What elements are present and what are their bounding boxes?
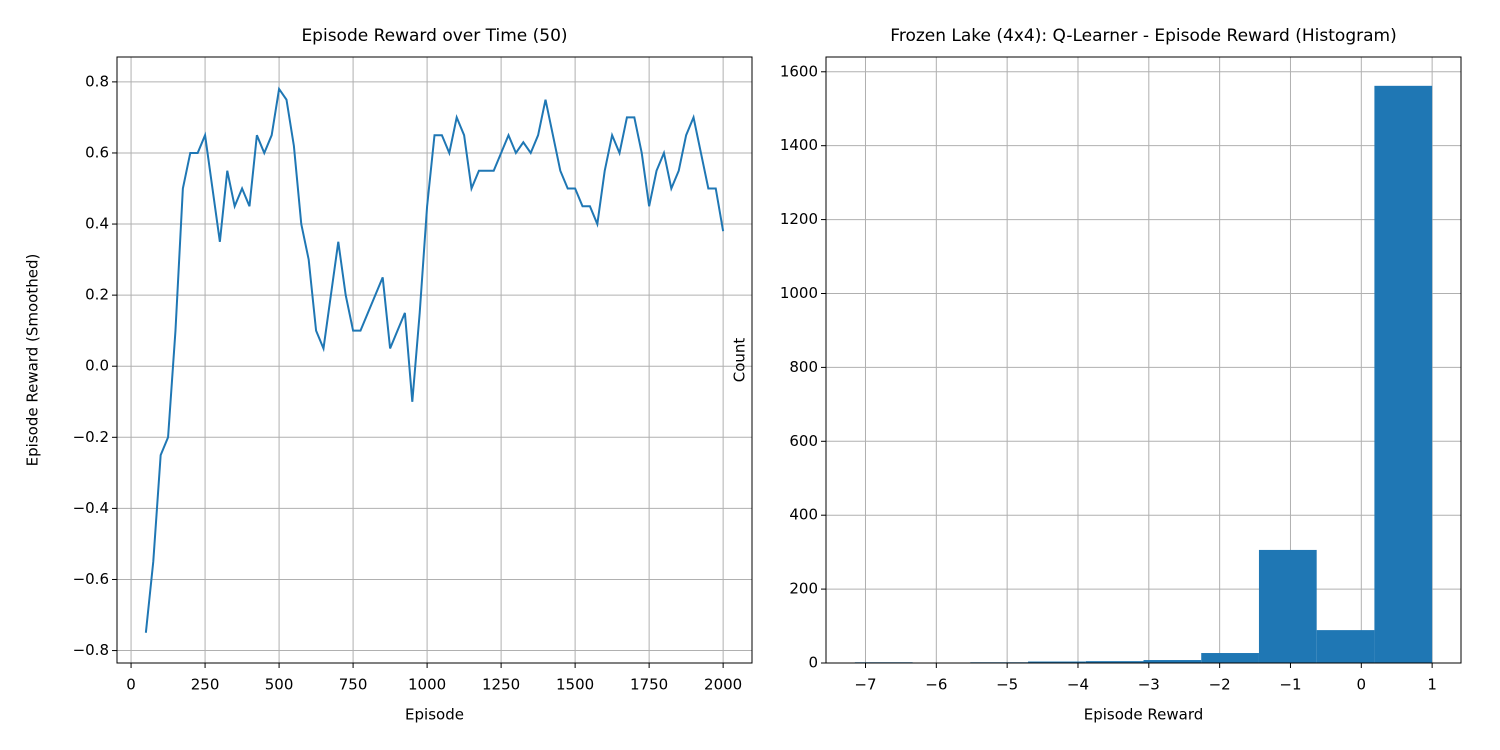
y-tick-label: 800: [789, 358, 818, 376]
x-tick-label: 1750: [630, 676, 668, 694]
chart-title: Episode Reward over Time (50): [301, 26, 567, 46]
x-tick-label: −6: [925, 676, 947, 694]
histogram-bar: [1374, 85, 1433, 663]
axes-frame: [116, 56, 753, 664]
histogram-bar: [1028, 661, 1086, 663]
x-tick-label: −5: [996, 676, 1018, 694]
y-tick-label: −0.8: [73, 641, 109, 659]
y-axis-label: Episode Reward (Smoothed): [24, 254, 42, 467]
y-tick-label: 0.8: [85, 72, 109, 90]
y-tick-label: 1000: [780, 284, 818, 302]
x-tick-label: 250: [191, 676, 220, 694]
line-series: [144, 86, 725, 633]
y-tick-label: 1200: [780, 210, 818, 228]
y-tick-label: 1400: [780, 136, 818, 154]
histogram-bar: [1258, 549, 1317, 663]
x-tick-label: 1500: [556, 676, 594, 694]
axes-frame: [825, 56, 1462, 664]
y-tick-label: 1600: [780, 62, 818, 80]
x-axis-label: Episode Reward: [1084, 706, 1204, 724]
x-tick-label: 1000: [408, 676, 446, 694]
histogram-bar: [1201, 653, 1259, 663]
histogram-bar: [1316, 630, 1375, 663]
y-axis-label: Count: [731, 338, 749, 383]
x-tick-label: 500: [265, 676, 294, 694]
x-tick-label: 2000: [704, 676, 742, 694]
x-axis-label: Episode: [405, 706, 464, 724]
y-tick-label: 0: [808, 654, 818, 672]
x-tick-label: −1: [1279, 676, 1301, 694]
chart-title: Frozen Lake (4x4): Q-Learner - Episode R…: [890, 26, 1396, 46]
y-tick-label: −0.6: [73, 570, 109, 588]
y-tick-label: −0.2: [73, 428, 109, 446]
histogram-bar: [1085, 661, 1144, 663]
y-tick-label: 200: [789, 580, 818, 598]
x-tick-label: −3: [1138, 676, 1160, 694]
y-tick-label: 400: [789, 506, 818, 524]
x-tick-label: −2: [1209, 676, 1231, 694]
x-tick-label: 0: [1357, 676, 1367, 694]
x-tick-label: 1250: [482, 676, 520, 694]
y-tick-label: −0.4: [73, 499, 109, 517]
x-tick-label: −4: [1067, 676, 1089, 694]
y-tick-label: 0.6: [85, 143, 109, 161]
x-tick-label: 750: [339, 676, 368, 694]
x-tick-label: 0: [126, 676, 136, 694]
x-tick-label: 1: [1427, 676, 1437, 694]
y-tick-label: 0.4: [85, 215, 109, 233]
y-tick-label: 0.2: [85, 286, 109, 304]
y-tick-label: 600: [789, 432, 818, 450]
x-tick-label: −7: [854, 676, 876, 694]
y-tick-label: 0.0: [85, 357, 109, 375]
histogram-bar: [1143, 660, 1202, 663]
